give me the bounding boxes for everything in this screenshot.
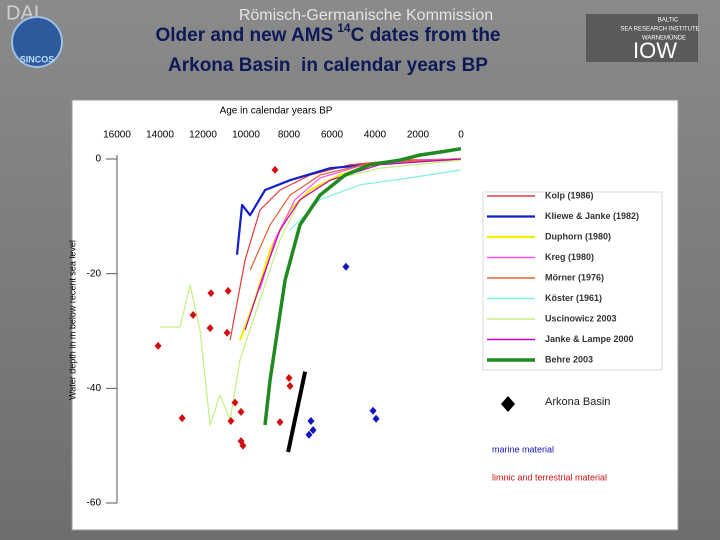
data-point bbox=[239, 441, 247, 450]
iow-logo bbox=[586, 14, 698, 62]
x-tick-label: 0 bbox=[458, 130, 464, 141]
data-point bbox=[276, 418, 284, 427]
legend-label: Mörner (1976) bbox=[545, 272, 604, 282]
data-point bbox=[342, 262, 350, 271]
data-point bbox=[207, 289, 215, 298]
iow-text: IOW bbox=[633, 38, 677, 63]
series-line bbox=[259, 158, 462, 290]
data-point bbox=[189, 310, 197, 319]
data-point bbox=[369, 406, 377, 415]
legend-label: Duphorn (1980) bbox=[545, 231, 611, 241]
data-point bbox=[206, 324, 214, 333]
data-point bbox=[227, 417, 235, 426]
legend-label: Köster (1961) bbox=[545, 293, 602, 303]
title-part: Older and new AMS bbox=[156, 25, 334, 46]
y-axis-label: Water depth in m below recent sea level bbox=[67, 240, 77, 400]
legend-box bbox=[482, 191, 663, 371]
y-tick-label: -20 bbox=[87, 268, 102, 279]
sincos-logo bbox=[11, 16, 63, 68]
x-tick-label: 12000 bbox=[189, 130, 217, 141]
title-part: C dates from the bbox=[351, 25, 501, 46]
y-tick-label: -40 bbox=[87, 383, 102, 394]
title: Older and new AMS 14C dates from the bbox=[156, 21, 501, 46]
legend-marker bbox=[501, 396, 515, 412]
legend-label: Uscinowicz 2003 bbox=[545, 313, 617, 323]
legend-label: Behre 2003 bbox=[545, 354, 593, 364]
chart-panel bbox=[71, 99, 679, 531]
data-point bbox=[223, 328, 231, 337]
iow-text: SEA RESEARCH INSTITUTE bbox=[620, 27, 699, 33]
y-tick-label: 0 bbox=[95, 154, 101, 165]
legend-label: Kliewe & Janke (1982) bbox=[545, 211, 639, 221]
y-tick-label: -60 bbox=[87, 498, 102, 509]
legend-label: Kolp (1986) bbox=[545, 190, 594, 200]
data-point bbox=[372, 414, 380, 423]
legend-label: Arkona Basin bbox=[545, 396, 610, 408]
x-tick-label: 16000 bbox=[103, 130, 131, 141]
data-point bbox=[178, 414, 186, 423]
iow-text: BALTIC bbox=[658, 18, 679, 24]
legend-label: marine material bbox=[492, 444, 554, 454]
legend-label: Kreg (1980) bbox=[545, 252, 594, 262]
series-line bbox=[263, 146, 462, 426]
x-tick-label: 2000 bbox=[407, 130, 430, 141]
legend-label: Janke & Lampe 2000 bbox=[545, 334, 634, 344]
data-point bbox=[224, 286, 232, 295]
x-tick-label: 4000 bbox=[364, 130, 387, 141]
sincos-text: SINCOS bbox=[20, 54, 55, 64]
data-point bbox=[154, 341, 162, 350]
legend-label: limnic and terrestrial material bbox=[492, 472, 607, 482]
data-point bbox=[285, 374, 293, 383]
data-point bbox=[271, 165, 279, 174]
x-axis-label: Age in calendar years BP bbox=[220, 106, 333, 117]
data-point bbox=[286, 382, 294, 391]
x-tick-label: 6000 bbox=[321, 130, 344, 141]
data-point bbox=[231, 398, 239, 407]
institution: Römisch-Germanische Kommission bbox=[239, 7, 493, 24]
data-point bbox=[237, 407, 245, 416]
title-sup: 14 bbox=[337, 21, 351, 35]
x-tick-label: 10000 bbox=[232, 130, 260, 141]
data-point bbox=[305, 430, 313, 439]
data-point bbox=[309, 426, 317, 435]
data-point bbox=[307, 417, 315, 426]
x-tick-label: 8000 bbox=[278, 130, 301, 141]
x-tick-label: 14000 bbox=[146, 130, 174, 141]
title: Arkona Basin in calendar years BP bbox=[168, 55, 488, 76]
iow-text: WARNEMÜNDE bbox=[642, 35, 686, 42]
arkona-line bbox=[286, 371, 308, 453]
